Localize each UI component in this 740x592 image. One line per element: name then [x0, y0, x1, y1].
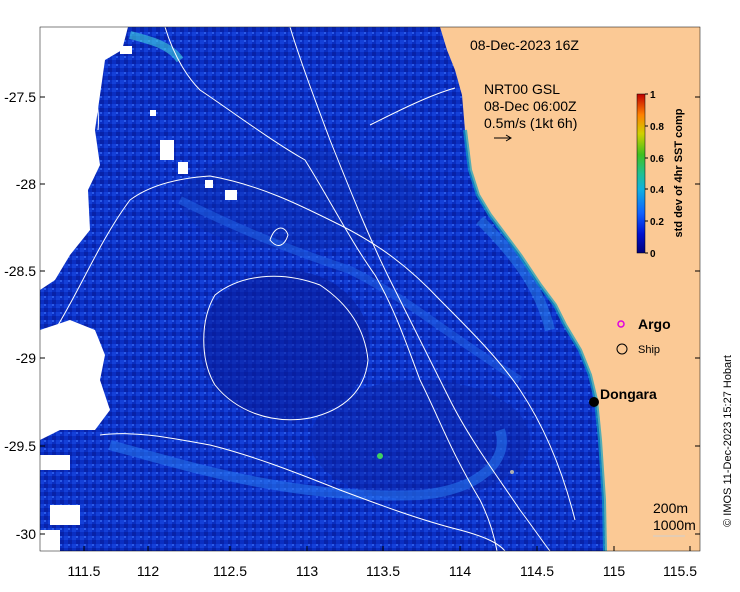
sst-filament: [178, 196, 523, 384]
y-tick-label: -28.5: [4, 263, 36, 279]
credit-text: © IMOS 11-Dec-2023 15:27 Hobart: [722, 355, 734, 527]
y-tick-label: -27.5: [4, 89, 36, 105]
y-axis-labels: -27.5 -28 -28.5 -29 -29.5 -30: [4, 89, 36, 542]
cloud-mask: [40, 27, 237, 551]
sst-filament: [108, 428, 507, 501]
x-tick-label: 113: [296, 563, 319, 579]
x-tick-label: 112.5: [213, 563, 247, 579]
colorbar-tick-label: 0: [650, 249, 656, 260]
colorbar-tick-label: 0.6: [650, 154, 664, 165]
land-australia: [440, 27, 700, 551]
x-tick-label: 113.5: [366, 563, 400, 579]
sst-highlight: [377, 453, 383, 459]
current-scale: 0.5m/s (1kt 6h): [484, 115, 577, 131]
y-tick-label: -30: [16, 526, 36, 542]
x-tick-label: 112: [137, 563, 160, 579]
colorbar-tick-label: 0.4: [650, 185, 664, 196]
plot-frame: [39, 26, 701, 552]
sst-filament: [476, 216, 555, 332]
colorbar-ticks: [645, 93, 648, 254]
colorbar-tick-label: 0.2: [650, 217, 664, 228]
colorbar-label: std dev of 4hr SST comp: [673, 108, 685, 237]
bathymetry-contours: [54, 27, 576, 551]
ship-legend-marker: [616, 343, 628, 355]
x-tick-label: 115: [603, 563, 626, 579]
contour-1000m-label: 1000m: [653, 517, 696, 533]
current-source: NRT00 GSL: [484, 81, 560, 97]
colorbar: [636, 93, 646, 254]
ocean-layer: [40, 27, 700, 551]
x-tick-label: 115.5: [663, 563, 697, 579]
y-tick-label: -29: [16, 350, 36, 366]
coastline: [463, 129, 607, 551]
buoy-point: [510, 470, 514, 474]
y-axis-ticks: [40, 96, 700, 535]
argo-legend-marker: [617, 320, 625, 328]
y-tick-label: -29.5: [4, 438, 36, 454]
dongara-marker: [589, 397, 599, 407]
sst-filament: [129, 31, 184, 63]
contour-200m-label: 200m: [653, 500, 688, 516]
argo-legend-label: Argo: [638, 316, 671, 332]
x-tick-label: 111.5: [68, 563, 101, 579]
eddy-core: [200, 270, 370, 420]
current-time: 08-Dec 06:00Z: [484, 98, 577, 114]
ship-legend-label: Ship: [638, 344, 660, 356]
colorbar-tick-label: 1: [650, 90, 656, 101]
x-tick-label: 114: [449, 563, 472, 579]
colorbar-tick-label: 0.8: [650, 122, 664, 133]
current-scale-arrowhead: [505, 134, 512, 142]
x-tick-label: 114.5: [520, 563, 554, 579]
eddy-region: [310, 380, 530, 500]
eddy-region: [180, 150, 420, 250]
x-axis-ticks: [83, 546, 691, 551]
map-title: 08-Dec-2023 16Z: [470, 37, 579, 53]
y-tick-label: -28: [16, 176, 36, 192]
dongara-label: Dongara: [600, 386, 657, 402]
colorbar-labels: 0 0.2 0.4 0.6 0.8 1: [650, 90, 664, 260]
x-axis-labels: 111.5 112 112.5 113 113.5 114 114.5 115 …: [68, 563, 698, 579]
